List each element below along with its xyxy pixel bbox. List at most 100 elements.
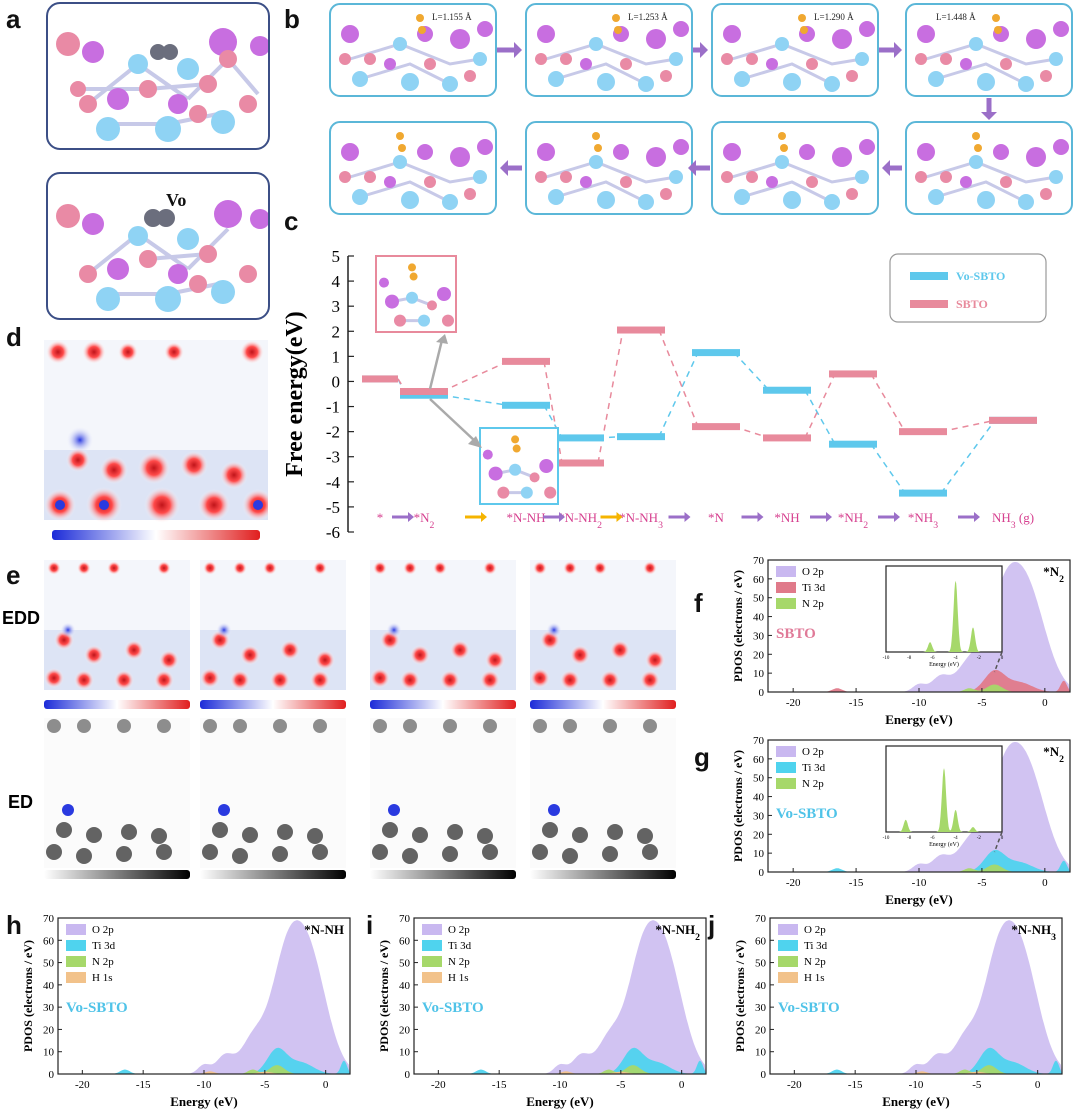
ed-lobe (232, 848, 248, 864)
step-label: *N (708, 510, 725, 525)
edd-colorbar (44, 700, 190, 709)
energy-level-SBTO (763, 434, 811, 442)
inset-atom (539, 459, 554, 473)
x-tick-label: -10 (909, 1079, 924, 1091)
y-tick-label: 30 (399, 1002, 411, 1014)
pdos-area-N-2p (58, 1065, 350, 1074)
snapshot-1: L=1.155 Å (329, 3, 497, 97)
legend-swatch (776, 746, 796, 757)
y-tick-label: 40 (43, 980, 55, 992)
inset-atom (497, 486, 510, 499)
ed-row-label: ED (8, 792, 34, 812)
edd-map-2 (200, 560, 346, 709)
edd-row-label: EDD (2, 608, 41, 628)
x-tick-label: -15 (492, 1079, 507, 1091)
legend-swatch (422, 972, 442, 983)
atom (424, 58, 436, 70)
atom (473, 170, 487, 184)
ed-lobe (402, 848, 418, 864)
step-label: * (377, 510, 384, 525)
energy-level-SBTO (692, 423, 740, 431)
y-tick-label: -1 (326, 398, 340, 417)
snapshot-5 (329, 121, 497, 215)
y-axis-label: Free energy(eV) (282, 311, 308, 476)
y-tick-label: 10 (43, 1047, 55, 1059)
y-tick-label: 70 (753, 735, 765, 747)
energy-level-SBTO (400, 387, 448, 395)
atom (969, 155, 983, 169)
charge-lobe (433, 561, 447, 575)
y-tick-label: 2 (332, 322, 341, 341)
atom (339, 171, 351, 183)
pointer-arrow-head (468, 436, 482, 448)
connector-SBTO (658, 329, 699, 427)
legend-swatch (910, 300, 948, 308)
ed-lobe (151, 828, 167, 844)
reaction-arrow-head (826, 512, 832, 522)
panel-label-j: j (708, 910, 716, 940)
atom (580, 58, 592, 70)
panel-label-d: d (6, 322, 22, 352)
atom (721, 53, 733, 65)
ed-lobe (447, 824, 463, 840)
legend-label: Ti 3d (802, 762, 826, 774)
edd-colorbar (530, 700, 676, 709)
inset-x-tick: -8 (907, 656, 912, 661)
atom (638, 76, 654, 92)
atom (977, 191, 995, 209)
system-label: SBTO (776, 626, 816, 642)
legend-swatch (778, 956, 798, 967)
y-tick-label: 0 (49, 1069, 55, 1081)
charge-depletion (60, 622, 76, 638)
atom (464, 70, 476, 82)
charge-lobe (645, 650, 665, 670)
snapshot-canvas: L=1.155 Å L=1.253 Å L=1.290 Å L=1.448 Å (329, 3, 1073, 215)
n-atom (778, 132, 786, 140)
colorbar (52, 530, 260, 540)
atom (1049, 170, 1063, 184)
y-axis-label: PDOS (electrons / eV) (21, 940, 35, 1052)
atom (442, 194, 458, 210)
y-tick-label: 50 (399, 958, 411, 970)
edd-colorbar (200, 700, 346, 709)
flow-arrow (500, 160, 522, 176)
atom (928, 71, 944, 87)
atom (1040, 70, 1052, 82)
legend-label: N 2p (448, 956, 470, 968)
inset-x-label: Energy (eV) (929, 661, 959, 668)
x-axis-label: Energy (eV) (526, 1094, 594, 1109)
energy-level-Vo-SBTO (763, 386, 811, 394)
energy-level-Vo-SBTO (400, 391, 448, 399)
connector-Vo-SBTO (733, 352, 770, 391)
x-tick-label: -5 (977, 877, 987, 889)
y-tick-label: 60 (43, 935, 55, 947)
y-axis-label: PDOS (electrons / eV) (733, 940, 747, 1052)
y-tick-label: 30 (753, 630, 765, 642)
legend-swatch (66, 956, 86, 967)
legend-swatch (776, 598, 796, 609)
connector-SBTO (940, 419, 996, 433)
step-label: *NH3 (908, 510, 938, 531)
ed-lobe (242, 827, 258, 843)
n-density (218, 804, 230, 816)
charge-lobe (440, 670, 460, 690)
inset-atom (520, 486, 533, 499)
x-tick-label: -15 (849, 877, 864, 889)
atom (915, 53, 927, 65)
atom (537, 143, 555, 161)
x-tick-label: -5 (260, 1079, 270, 1091)
y-tick-label: 3 (332, 297, 341, 316)
n-atom (798, 14, 806, 22)
ed-map-4 (530, 718, 676, 879)
atom (450, 29, 470, 49)
ed-lobe (382, 822, 398, 838)
bond-network (925, 42, 1057, 86)
reaction-arrow-head (481, 512, 487, 522)
x-tick-label: -20 (431, 1079, 446, 1091)
reaction-arrow-head (408, 512, 414, 522)
legend-label: Ti 3d (448, 940, 472, 952)
legend-label: N 2p (92, 956, 114, 968)
atom (464, 188, 476, 200)
inset-x-tick: -2 (977, 836, 982, 841)
atom (669, 170, 683, 184)
